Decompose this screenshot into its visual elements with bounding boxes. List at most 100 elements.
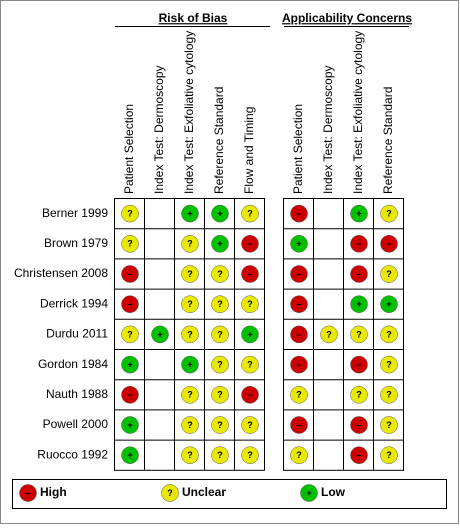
judgement-dot [290,386,308,404]
judgement-symbol: ? [217,420,223,430]
judgement-dot [350,416,368,434]
judgement-dot [121,295,139,313]
judgement-dot [241,325,259,344]
judgement-dot [181,355,199,374]
judgement-symbol: ? [386,329,392,339]
judgement-dot [151,325,169,344]
legend-label: Unclear [182,485,226,499]
judgement-dot [350,204,368,223]
study-label: Ruocco 1992 [37,447,108,461]
judgement-symbol: ? [247,208,253,218]
judgement-dot [241,355,259,374]
judgement-symbol: ? [187,299,193,309]
study-label: Berner 1999 [42,206,108,220]
judgement-symbol: + [217,208,222,218]
judgement-dot [241,386,259,404]
judgement-symbol: – [296,299,301,309]
judgement-dot [121,265,139,283]
judgement-symbol: – [356,420,361,430]
judgement-symbol: + [127,420,132,430]
judgement-dot [350,446,368,464]
judgement-dot [181,446,199,464]
judgement-dot [211,386,229,404]
judgement-symbol: ? [217,329,223,339]
judgement-symbol: – [127,390,132,400]
judgement-symbol: ? [296,450,302,460]
judgement-dot [181,295,199,313]
legend-symbol: ? [167,488,173,498]
legend-box [12,479,447,509]
judgement-dot [380,204,398,223]
judgement-dot [241,235,259,253]
legend-dot [161,484,179,502]
study-label: Powell 2000 [43,417,109,431]
judgement-dot [380,295,398,313]
judgement-dot [380,265,398,283]
judgement-dot [211,446,229,464]
study-label: Durdu 2011 [46,327,108,341]
column-label: Reference Standard [212,87,226,194]
group-title: Risk of Bias [159,11,228,25]
judgement-symbol: ? [127,329,133,339]
legend-symbol: – [25,488,30,498]
column-label: Flow and Timing [242,107,256,194]
judgement-dot [211,355,229,374]
judgement-symbol: + [356,208,361,218]
judgement-symbol: ? [217,390,223,400]
judgement-dot [241,265,259,283]
table-border [114,198,265,471]
judgement-symbol: ? [356,329,362,339]
judgement-symbol: ? [187,269,193,279]
judgement-symbol: ? [127,208,133,218]
judgement-symbol: ? [127,239,133,249]
judgement-dot [380,355,398,374]
judgement-symbol: ? [386,208,392,218]
judgement-symbol: + [247,329,252,339]
study-label: Christensen 2008 [14,266,108,280]
judgement-symbol: + [187,208,192,218]
legend-dot [300,484,318,502]
column-label: Index Test: Dermoscopy [321,65,335,194]
judgement-dot [211,204,229,223]
judgement-dot [380,325,398,344]
judgement-dot [211,265,229,283]
judgement-dot [211,295,229,313]
study-label: Brown 1979 [44,236,108,250]
judgement-symbol: ? [187,239,193,249]
judgement-dot [241,204,259,223]
judgement-symbol: – [127,299,132,309]
judgement-symbol: ? [217,299,223,309]
judgement-dot [181,386,199,404]
judgement-dot [290,446,308,464]
judgement-symbol: + [386,299,391,309]
judgement-dot [121,325,139,344]
judgement-dot [290,355,308,374]
judgement-dot [290,295,308,313]
judgement-dot [241,446,259,464]
judgement-dot [181,204,199,223]
judgement-dot [350,355,368,374]
judgement-dot [241,295,259,313]
judgement-symbol: ? [217,359,223,369]
judgement-symbol: ? [187,450,193,460]
legend-dot [19,484,37,502]
judgement-dot [181,235,199,253]
judgement-dot [350,325,368,344]
judgement-symbol: – [247,269,252,279]
legend-symbol: + [306,488,311,498]
judgement-symbol: – [356,239,361,249]
judgement-symbol: + [187,359,192,369]
judgement-symbol: + [356,299,361,309]
judgement-dot [211,325,229,344]
judgement-dot [290,204,308,223]
judgement-symbol: – [356,269,361,279]
judgement-symbol: + [296,239,301,249]
column-label: Index Test: Exfoliative cytology [351,31,365,194]
judgement-dot [121,446,139,464]
judgement-dot [121,355,139,374]
judgement-symbol: ? [187,420,193,430]
judgement-symbol: – [296,329,301,339]
study-label: Gordon 1984 [38,357,108,371]
judgement-symbol: – [127,269,132,279]
